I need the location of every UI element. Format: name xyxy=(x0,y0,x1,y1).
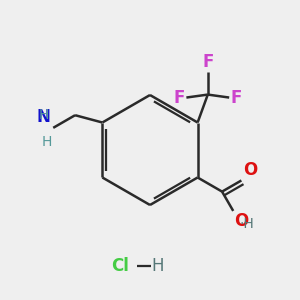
Text: H: H xyxy=(151,257,164,275)
Text: H: H xyxy=(38,109,49,122)
Text: O: O xyxy=(243,161,257,179)
Text: ·H: ·H xyxy=(239,218,254,232)
Text: Cl: Cl xyxy=(111,257,129,275)
Text: N: N xyxy=(37,108,51,126)
Text: F: F xyxy=(174,88,185,106)
Text: H: H xyxy=(42,135,52,149)
Text: F: F xyxy=(230,88,242,106)
Text: O: O xyxy=(234,212,248,230)
Text: F: F xyxy=(202,53,214,71)
